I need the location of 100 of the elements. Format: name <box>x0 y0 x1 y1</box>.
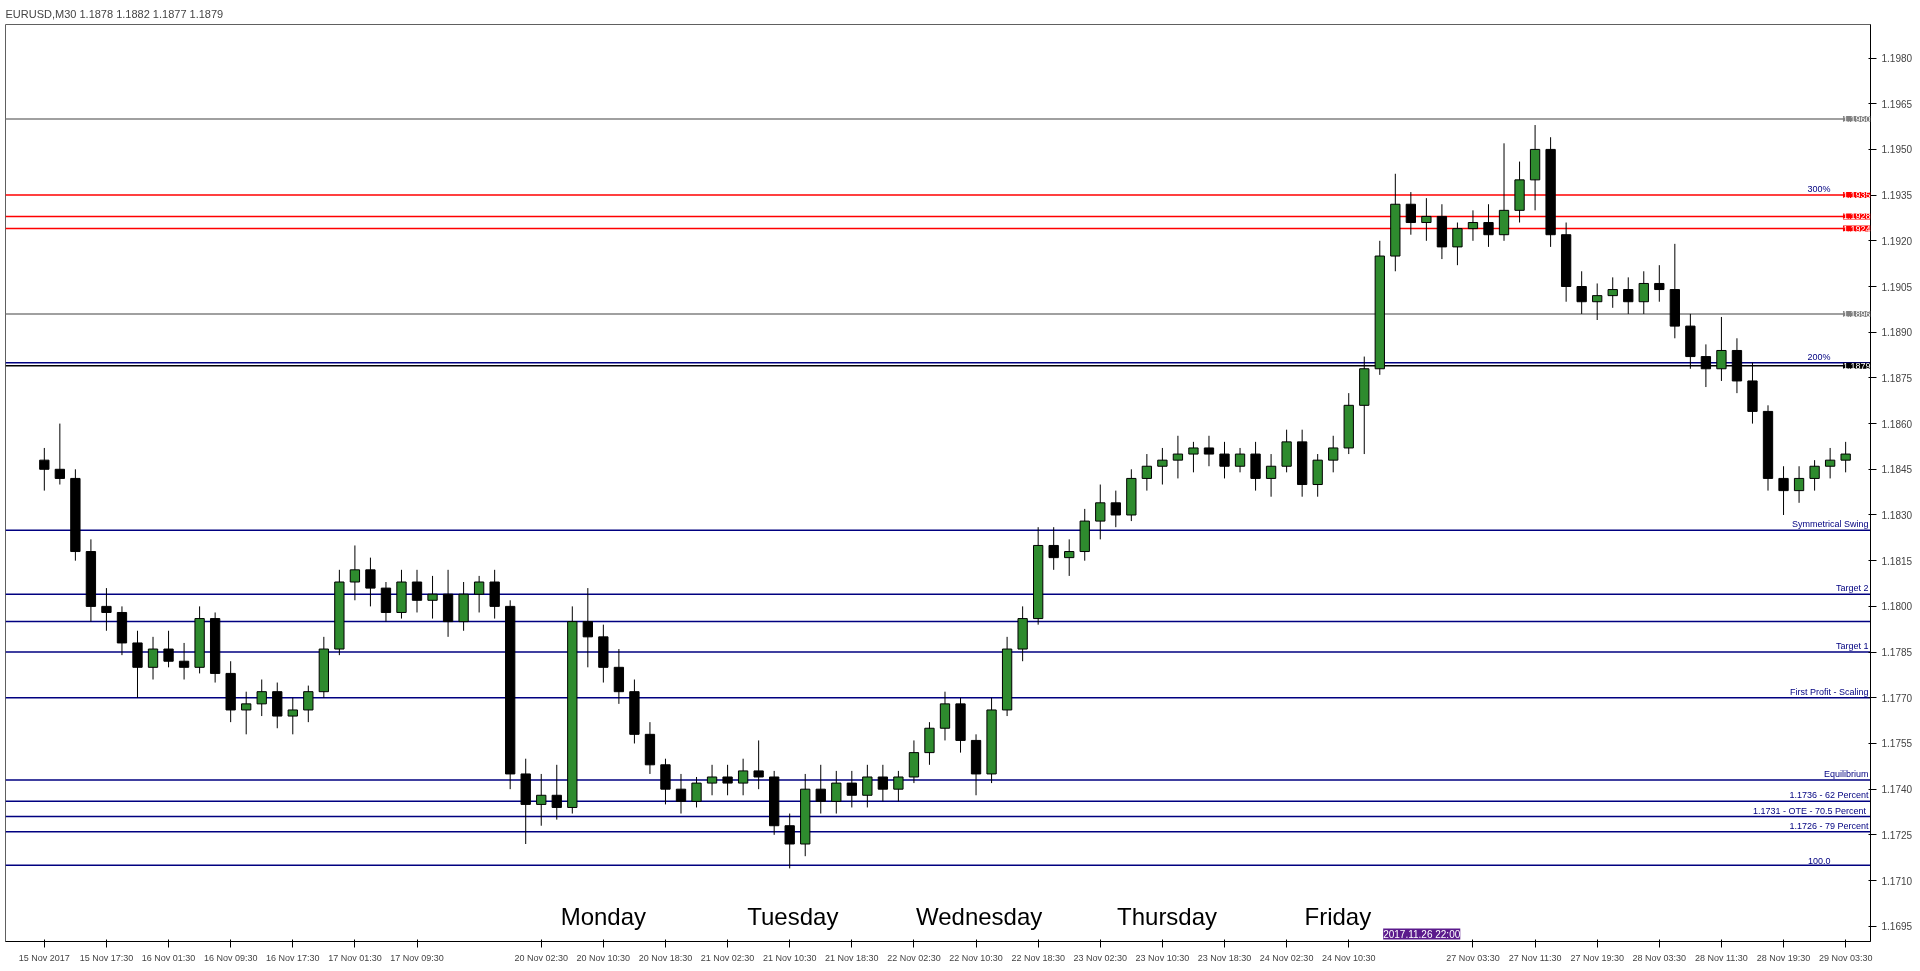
candlestick <box>365 557 376 607</box>
candlestick <box>846 770 857 808</box>
annotation: 300% <box>1807 184 1831 195</box>
candlestick <box>1172 435 1184 479</box>
annotation: 2017.11.26 22:00 <box>1383 928 1461 940</box>
x-tick-label: 29 Nov 03:30 <box>1818 952 1873 963</box>
ref-line-label: 1.1935 <box>1842 190 1871 201</box>
x-tick-label: 15 Nov 17:30 <box>79 952 134 963</box>
candlestick <box>287 697 298 735</box>
y-tick-label: 1.1770 <box>1881 692 1913 704</box>
x-tick-label: 27 Nov 11:30 <box>1508 952 1562 963</box>
candlestick <box>147 636 159 680</box>
x-tick-label: 22 Nov 02:30 <box>887 952 941 963</box>
candlestick <box>1623 276 1634 315</box>
ref-line-label: 1.1726 - 79 Percent <box>1789 820 1869 831</box>
y-tick-label: 1.1800 <box>1881 601 1913 613</box>
candlestick <box>1141 453 1153 492</box>
x-tick-label: 20 Nov 02:30 <box>514 952 569 963</box>
candlestick <box>1405 191 1417 236</box>
candlestick <box>1265 453 1277 498</box>
candlestick <box>1840 441 1851 473</box>
x-tick-label: 24 Nov 02:30 <box>1259 952 1314 963</box>
x-tick-label: 23 Nov 18:30 <box>1197 952 1252 963</box>
candlestick <box>1048 526 1059 571</box>
ref-line-label: 1.1960 <box>1842 113 1871 124</box>
candlestick <box>1638 270 1649 315</box>
y-tick-label: 1.1695 <box>1881 921 1913 933</box>
ref-line-label: Equilibrium <box>1823 769 1869 780</box>
candlestick <box>1203 435 1215 467</box>
x-tick-label: 15 Nov 2017 <box>18 952 70 963</box>
x-tick-label: 17 Nov 01:30 <box>328 952 382 963</box>
candlestick <box>1607 276 1618 309</box>
x-tick-label: 22 Nov 10:30 <box>949 952 1003 963</box>
ref-line-label: 1.1924 <box>1842 223 1871 234</box>
y-tick-label: 1.1755 <box>1881 738 1913 750</box>
candlestick <box>877 764 889 802</box>
x-tick-label: 20 Nov 18:30 <box>638 952 693 963</box>
x-tick-label: 21 Nov 18:30 <box>825 952 879 963</box>
y-tick-label: 1.1845 <box>1881 464 1913 476</box>
candlestick <box>256 679 267 717</box>
x-tick-label: 16 Nov 01:30 <box>141 952 196 963</box>
candlestick <box>582 587 593 668</box>
x-tick-label: 22 Nov 18:30 <box>1011 952 1065 963</box>
candlestick <box>473 575 485 613</box>
candlestick <box>862 764 873 808</box>
x-tick-label: 27 Nov 03:30 <box>1446 952 1500 963</box>
candlestick <box>551 764 562 821</box>
annotation: Friday <box>1304 902 1372 930</box>
y-tick-label: 1.1905 <box>1881 281 1913 293</box>
candlestick <box>1157 447 1168 486</box>
x-tick-label: 23 Nov 02:30 <box>1073 952 1128 963</box>
candlestick <box>753 739 764 790</box>
candlestick <box>675 773 687 815</box>
x-tick-label: 28 Nov 03:30 <box>1632 952 1687 963</box>
candlestick <box>737 758 749 796</box>
ref-line-label: 1.1879 <box>1842 360 1871 371</box>
candlestick <box>1483 203 1494 248</box>
x-tick-label: 20 Nov 10:30 <box>576 952 631 963</box>
ref-line-label: Target 1 <box>1835 641 1869 652</box>
ref-line-label: 1.1928 <box>1842 211 1871 222</box>
candlestick <box>1219 441 1230 479</box>
ref-line-label: 1.1896 <box>1842 308 1871 319</box>
candlestick <box>241 691 252 735</box>
candlestick <box>163 630 174 668</box>
y-tick-label: 1.1740 <box>1881 784 1913 796</box>
candlestick <box>784 813 795 869</box>
candlestick <box>1824 447 1836 479</box>
candlestick <box>39 447 50 492</box>
candlestick <box>1452 222 1463 266</box>
y-tick-label: 1.1860 <box>1881 418 1913 430</box>
annotation: Monday <box>560 902 647 930</box>
y-tick-label: 1.1710 <box>1881 875 1913 887</box>
x-tick-label: 27 Nov 19:30 <box>1570 952 1624 963</box>
x-tick-label: 16 Nov 09:30 <box>203 952 258 963</box>
candlestick <box>427 575 438 620</box>
y-tick-label: 1.1935 <box>1881 190 1913 202</box>
x-tick-label: 28 Nov 11:30 <box>1694 952 1748 963</box>
candlestick <box>1576 270 1587 315</box>
annotation: Tuesday <box>747 902 839 930</box>
candlestick <box>691 776 702 808</box>
y-tick-label: 1.1950 <box>1881 144 1913 156</box>
annotation: Wednesday <box>916 902 1043 930</box>
candlestick <box>536 773 547 827</box>
x-tick-label: 24 Nov 10:30 <box>1321 952 1376 963</box>
candlestick <box>349 544 361 601</box>
y-tick-label: 1.1875 <box>1881 372 1913 384</box>
candlestick <box>101 587 112 632</box>
ref-line-label: First Profit - Scaling <box>1789 686 1869 697</box>
candlestick <box>706 764 718 796</box>
candlestick <box>303 685 314 723</box>
annotation: Thursday <box>1117 902 1218 930</box>
candlestick <box>1654 264 1665 303</box>
annotation: 100.0 <box>1807 856 1831 867</box>
candlestick <box>1592 282 1603 321</box>
candlestick <box>815 764 826 815</box>
y-tick-label: 1.1965 <box>1881 98 1913 110</box>
candlestick <box>893 770 904 802</box>
y-tick-label: 1.1980 <box>1881 53 1913 65</box>
y-tick-label: 1.1890 <box>1881 327 1913 339</box>
candlestick <box>1778 465 1789 516</box>
